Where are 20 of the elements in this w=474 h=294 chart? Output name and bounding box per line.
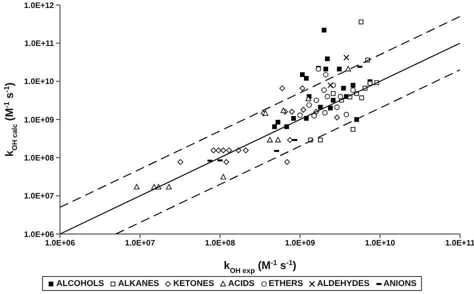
legend-label: ANIONS (384, 278, 417, 289)
legend-label: ETHERS (268, 278, 304, 289)
legend-label: ALCOHOLS (56, 278, 104, 289)
x-tick-label: 1.0E+07 (124, 238, 156, 248)
legend-label: ALKANES (118, 278, 160, 289)
y-tick-label: 1.0E+10 (24, 77, 55, 86)
legend-label: ALDEHYDES (317, 278, 370, 289)
x-tick-label: 1.0E+06 (44, 238, 76, 248)
x-axis-title: k$_{OH exp}$ (M$^{-1}$ s$^{-1}$) (224, 259, 297, 275)
y-tick-label: 1.0E+12 (24, 0, 55, 10)
y-tick-label: 1.0E+08 (24, 154, 55, 163)
y-tick-label: 1.0E+09 (24, 115, 55, 124)
y-tick-label: 1.0E+07 (24, 192, 55, 201)
x-tick-label: 1.0E+10 (364, 238, 396, 248)
legend-label: ACIDS (228, 278, 255, 289)
x-tick-label: 1.0E+08 (204, 238, 236, 248)
legend-label: KETONES (173, 278, 214, 289)
y-tick-label: 1.0E+11 (24, 39, 55, 48)
y-tick-label: 1.0E+06 (24, 230, 55, 239)
x-tick-label: 1.0E+09 (284, 238, 316, 248)
